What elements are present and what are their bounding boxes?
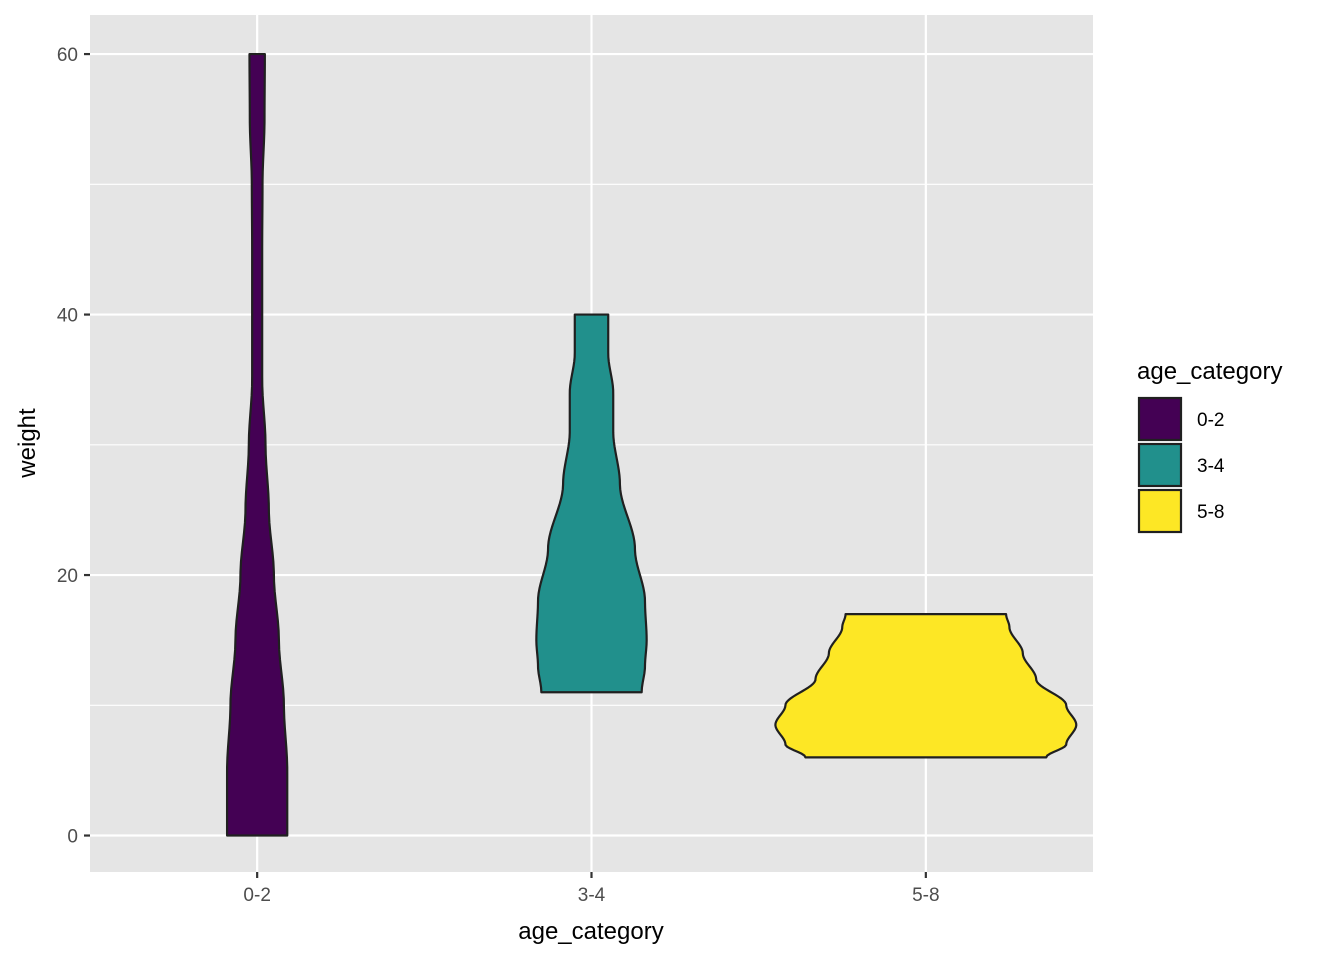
y-axis-title: weight — [14, 408, 41, 479]
legend-label-3-4: 3-4 — [1197, 456, 1225, 477]
legend-swatch-3-4 — [1137, 442, 1183, 488]
violins — [225, 52, 1078, 837]
y-tick-label: 40 — [57, 306, 78, 327]
violin-3-4 — [535, 313, 648, 694]
y-tick-label: 0 — [67, 827, 78, 848]
legend-swatch-0-2 — [1137, 396, 1183, 442]
y-axis: 0 20 40 60 — [57, 45, 90, 848]
legend-label-5-8: 5-8 — [1197, 502, 1224, 523]
legend-swatch-5-8 — [1137, 488, 1183, 534]
legend-title: age_category — [1137, 358, 1282, 385]
x-axis-title: age_category — [518, 918, 663, 945]
y-tick-label: 20 — [57, 566, 78, 587]
x-tick-label: 3-4 — [578, 885, 606, 906]
x-axis: 0-2 3-4 5-8 — [243, 872, 940, 906]
x-tick-label: 5-8 — [912, 885, 939, 906]
x-tick-label: 0-2 — [243, 885, 270, 906]
y-tick-label: 60 — [57, 45, 78, 66]
legend-label-0-2: 0-2 — [1197, 410, 1224, 431]
violin-5-8 — [774, 613, 1078, 759]
legend: age_category 0-2 3-4 5-8 — [1137, 358, 1282, 534]
violin-0-2 — [225, 52, 289, 837]
